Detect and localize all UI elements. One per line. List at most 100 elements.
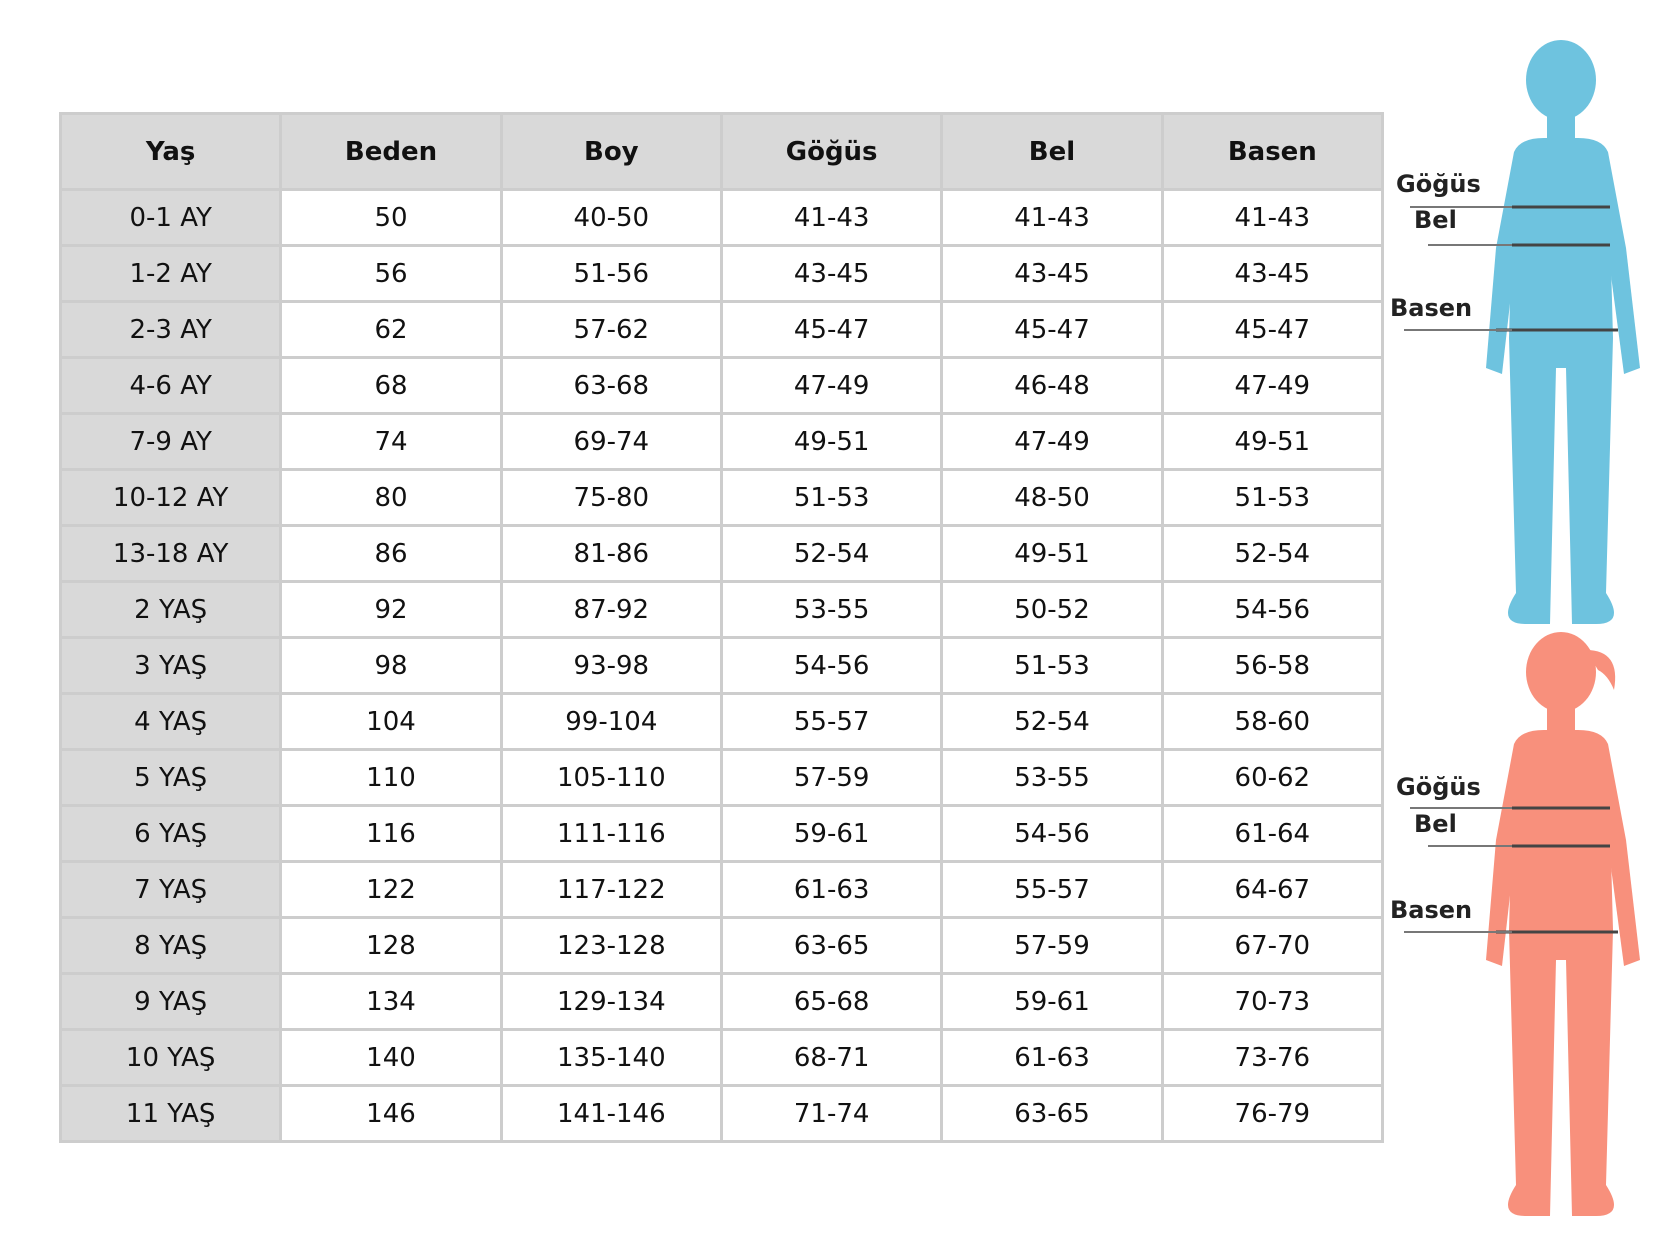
header-cell: Beden	[279, 112, 503, 191]
figure-label: Bel	[1414, 206, 1457, 234]
table-cell: 140	[279, 1028, 503, 1087]
table-cell: 73-76	[1160, 1028, 1385, 1087]
table-cell: 80	[279, 468, 503, 527]
table-cell: 45-47	[719, 300, 944, 359]
table-cell: 54-56	[719, 636, 944, 695]
table-row: 10-12 AY 80 75-80 51-53 48-50 51-53	[58, 468, 1385, 527]
table-cell: 75-80	[499, 468, 723, 527]
table-cell: 54-56	[940, 804, 1164, 863]
table-row: 3 YAŞ 98 93-98 54-56 51-53 56-58	[58, 636, 1385, 695]
head	[1526, 40, 1596, 120]
table-cell: 43-45	[719, 244, 944, 303]
table-cell: 57-59	[940, 916, 1164, 975]
table-cell: 6 YAŞ	[58, 804, 283, 863]
table-cell: 45-47	[940, 300, 1164, 359]
table-cell: 59-61	[940, 972, 1164, 1031]
table-cell: 57-59	[719, 748, 944, 807]
table-cell: 62	[279, 300, 503, 359]
table-cell: 60-62	[1160, 748, 1385, 807]
table-cell: 51-56	[499, 244, 723, 303]
body	[1508, 138, 1614, 624]
table-cell: 0-1 AY	[58, 188, 283, 247]
body	[1508, 730, 1614, 1216]
table-cell: 117-122	[499, 860, 723, 919]
table-cell: 68-71	[719, 1028, 944, 1087]
table-cell: 61-64	[1160, 804, 1385, 863]
table-cell: 134	[279, 972, 503, 1031]
table-cell: 71-74	[719, 1084, 944, 1143]
header-cell: Boy	[499, 112, 723, 191]
table-cell: 47-49	[719, 356, 944, 415]
table-cell: 50-52	[940, 580, 1164, 639]
figure-label: Göğüs	[1396, 170, 1481, 198]
table-cell: 43-45	[940, 244, 1164, 303]
header-cell: Göğüs	[719, 112, 944, 191]
table-cell: 52-54	[719, 524, 944, 583]
table-cell: 49-51	[719, 412, 944, 471]
table-cell: 63-68	[499, 356, 723, 415]
table-row: 2 YAŞ 92 87-92 53-55 50-52 54-56	[58, 580, 1385, 639]
table-cell: 55-57	[940, 860, 1164, 919]
table-cell: 123-128	[499, 916, 723, 975]
table-cell: 98	[279, 636, 503, 695]
table-cell: 2-3 AY	[58, 300, 283, 359]
table-cell: 76-79	[1160, 1084, 1385, 1143]
table-cell: 63-65	[719, 916, 944, 975]
table-cell: 51-53	[719, 468, 944, 527]
table-cell: 41-43	[1160, 188, 1385, 247]
table-cell: 86	[279, 524, 503, 583]
table-cell: 59-61	[719, 804, 944, 863]
table-row: 4-6 AY 68 63-68 47-49 46-48 47-49	[58, 356, 1385, 415]
arm	[1486, 744, 1520, 966]
header-row: Yaş Beden Boy Göğüs Bel Basen	[58, 112, 1385, 191]
figure-label: Basen	[1390, 294, 1472, 322]
figure-label: Göğüs	[1396, 773, 1481, 801]
table-cell: 43-45	[1160, 244, 1385, 303]
table-cell: 87-92	[499, 580, 723, 639]
table-cell: 61-63	[719, 860, 944, 919]
table-cell: 92	[279, 580, 503, 639]
table-cell: 122	[279, 860, 503, 919]
table-cell: 55-57	[719, 692, 944, 751]
table-cell: 81-86	[499, 524, 723, 583]
header-cell: Bel	[940, 112, 1164, 191]
table-cell: 128	[279, 916, 503, 975]
table-row: 2-3 AY 62 57-62 45-47 45-47 45-47	[58, 300, 1385, 359]
arm	[1602, 152, 1640, 374]
table-row: 10 YAŞ 140 135-140 68-71 61-63 73-76	[58, 1028, 1385, 1087]
table-cell: 50	[279, 188, 503, 247]
table-cell: 7-9 AY	[58, 412, 283, 471]
table-cell: 41-43	[940, 188, 1164, 247]
table-cell: 54-56	[1160, 580, 1385, 639]
table-cell: 135-140	[499, 1028, 723, 1087]
table-cell: 40-50	[499, 188, 723, 247]
table-cell: 69-74	[499, 412, 723, 471]
table-cell: 49-51	[940, 524, 1164, 583]
table-cell: 93-98	[499, 636, 723, 695]
table-cell: 57-62	[499, 300, 723, 359]
table-cell: 110	[279, 748, 503, 807]
silhouette	[1486, 632, 1640, 1216]
table-cell: 64-67	[1160, 860, 1385, 919]
table-cell: 61-63	[940, 1028, 1164, 1087]
table-cell: 3 YAŞ	[58, 636, 283, 695]
table-cell: 41-43	[719, 188, 944, 247]
table-cell: 67-70	[1160, 916, 1385, 975]
table-cell: 99-104	[499, 692, 723, 751]
table-row: 4 YAŞ 104 99-104 55-57 52-54 58-60	[58, 692, 1385, 751]
silhouette	[1486, 40, 1640, 624]
table-cell: 48-50	[940, 468, 1164, 527]
table-cell: 10 YAŞ	[58, 1028, 283, 1087]
table-cell: 53-55	[940, 748, 1164, 807]
table-cell: 5 YAŞ	[58, 748, 283, 807]
table-row: 6 YAŞ 116 111-116 59-61 54-56 61-64	[58, 804, 1385, 863]
size-table: Yaş Beden Boy Göğüs Bel Basen 0-1 AY 50 40-50 41-…	[58, 112, 1385, 1143]
table-cell: 58-60	[1160, 692, 1385, 751]
header-cell: Basen	[1160, 112, 1385, 191]
table-cell: 116	[279, 804, 503, 863]
table-cell: 68	[279, 356, 503, 415]
table-cell: 104	[279, 692, 503, 751]
table-cell: 47-49	[940, 412, 1164, 471]
table-cell: 74	[279, 412, 503, 471]
